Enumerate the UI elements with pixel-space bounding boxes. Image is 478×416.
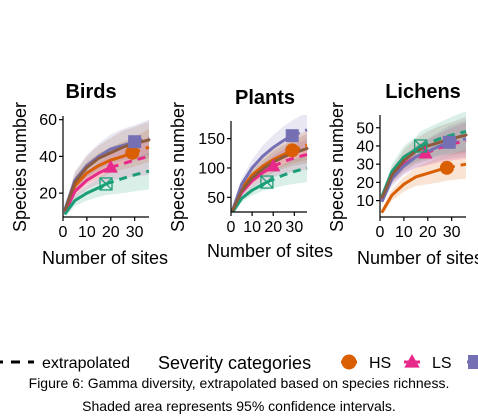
- x-tick-label: 0: [59, 224, 68, 241]
- rarefaction-line-hs: [380, 166, 449, 214]
- y-tick-label: 50: [207, 190, 225, 207]
- x-tick-label: 20: [102, 224, 120, 241]
- y-tick-label: 10: [356, 193, 374, 210]
- rarefaction-line-ub: [231, 180, 269, 212]
- panel-title: Lichens: [385, 81, 461, 103]
- y-tick-label: 150: [198, 131, 225, 148]
- x-tick-label: 0: [227, 219, 236, 236]
- legend: extrapolated Severity categories HS LS: [0, 353, 478, 373]
- legend-title: Severity categories: [158, 353, 311, 373]
- x-tick-label: 0: [376, 224, 385, 241]
- observed-point-ms: [128, 135, 142, 149]
- y-tick-label: 40: [356, 138, 374, 155]
- observed-point-ub-shape: [413, 139, 428, 153]
- y-tick-label: 30: [356, 157, 374, 174]
- y-tick-label: 40: [39, 149, 57, 166]
- panel-birds: 0 10 20 30 20 40 60 Birds Number of sites Species…: [10, 81, 168, 268]
- legend-key-marker: [341, 354, 357, 370]
- legend-key-marker-shape: [341, 354, 357, 370]
- rarefaction-line-ms: [231, 134, 294, 210]
- observed-point-ls-shape: [266, 158, 281, 172]
- x-tick-label: 30: [126, 224, 144, 241]
- legend-item-ls: LS: [404, 353, 452, 372]
- observed-point-hs-shape: [439, 160, 454, 175]
- panel-data: [63, 119, 151, 217]
- x-axis-label: Number of sites: [357, 248, 478, 268]
- x-tick-label: 30: [443, 224, 461, 241]
- observed-point-hs: [439, 160, 454, 175]
- panel-title: Plants: [235, 87, 295, 109]
- y-tick-label: 60: [39, 112, 57, 129]
- extrapolated-line-ls: [272, 153, 308, 168]
- figure-caption-line-2: Shaded area represents 95% confidence in…: [82, 398, 396, 414]
- y-axis-label: Species number: [10, 102, 30, 232]
- panel-title: Birds: [65, 81, 116, 103]
- observed-point-ms: [442, 135, 456, 149]
- rarefaction-line-ub: [63, 182, 108, 215]
- y-tick-label: 20: [356, 175, 374, 192]
- x-tick-label: 20: [264, 219, 282, 236]
- x-axis-label: Number of sites: [207, 241, 333, 261]
- panel-data: [380, 111, 468, 216]
- legend-key-marker: [404, 353, 420, 368]
- observed-point-ub-cross-b: [260, 175, 274, 189]
- observed-point-ms: [285, 129, 299, 143]
- x-axis-label: Number of sites: [42, 248, 168, 268]
- ci-band-ub: [233, 153, 307, 212]
- x-tick-label: 30: [285, 219, 303, 236]
- observed-point-ls-shape: [103, 159, 118, 173]
- legend-key-marker-shape: [404, 353, 420, 368]
- legend-items: HS LS: [341, 353, 478, 372]
- observed-point-ls: [266, 158, 281, 172]
- observed-point-ub-shape: [260, 175, 274, 189]
- figure-caption-line-1: Figure 6: Gamma diversity, extrapolated …: [28, 375, 450, 391]
- legend-item-series-2: [467, 355, 478, 369]
- observed-point-ms-shape: [285, 129, 299, 143]
- observed-point-hs: [285, 143, 300, 158]
- legend-key-marker: [468, 355, 478, 369]
- panel-plants: 0 10 20 30 50 100 150 Plants Number of sites Spec…: [168, 87, 333, 261]
- y-axis-label: Species number: [168, 102, 188, 232]
- y-tick-label: 100: [198, 160, 225, 177]
- y-axis-label: Species number: [327, 102, 347, 232]
- legend-key-marker-shape: [468, 355, 478, 369]
- observed-point-ms-shape: [442, 135, 456, 149]
- observed-point-ls: [103, 159, 118, 173]
- observed-point-ub-cross-b: [99, 177, 113, 191]
- observed-point-ms-shape: [128, 135, 142, 149]
- observed-point-ub: [413, 139, 428, 153]
- rarefaction-line-ls: [63, 165, 113, 213]
- observed-point-hs-shape: [285, 143, 300, 158]
- legend-item-label: HS: [369, 355, 391, 372]
- legend-item-label: LS: [432, 355, 452, 372]
- observed-point-ub: [260, 175, 274, 189]
- observed-point-ub-shape: [99, 177, 113, 191]
- x-tick-label: 20: [419, 224, 437, 241]
- x-tick-label: 10: [243, 219, 261, 236]
- x-tick-label: 10: [78, 224, 96, 241]
- extrapolated-line-ls: [110, 154, 150, 169]
- x-tick-label: 10: [395, 224, 413, 241]
- y-tick-label: 20: [39, 186, 57, 203]
- y-tick-label: 50: [356, 120, 374, 137]
- observed-point-ub-cross-b: [414, 139, 428, 153]
- observed-point-ub: [99, 177, 113, 191]
- panel-data: [231, 115, 309, 212]
- legend-line-label: extrapolated: [42, 355, 130, 372]
- legend-item-hs: HS: [341, 354, 391, 372]
